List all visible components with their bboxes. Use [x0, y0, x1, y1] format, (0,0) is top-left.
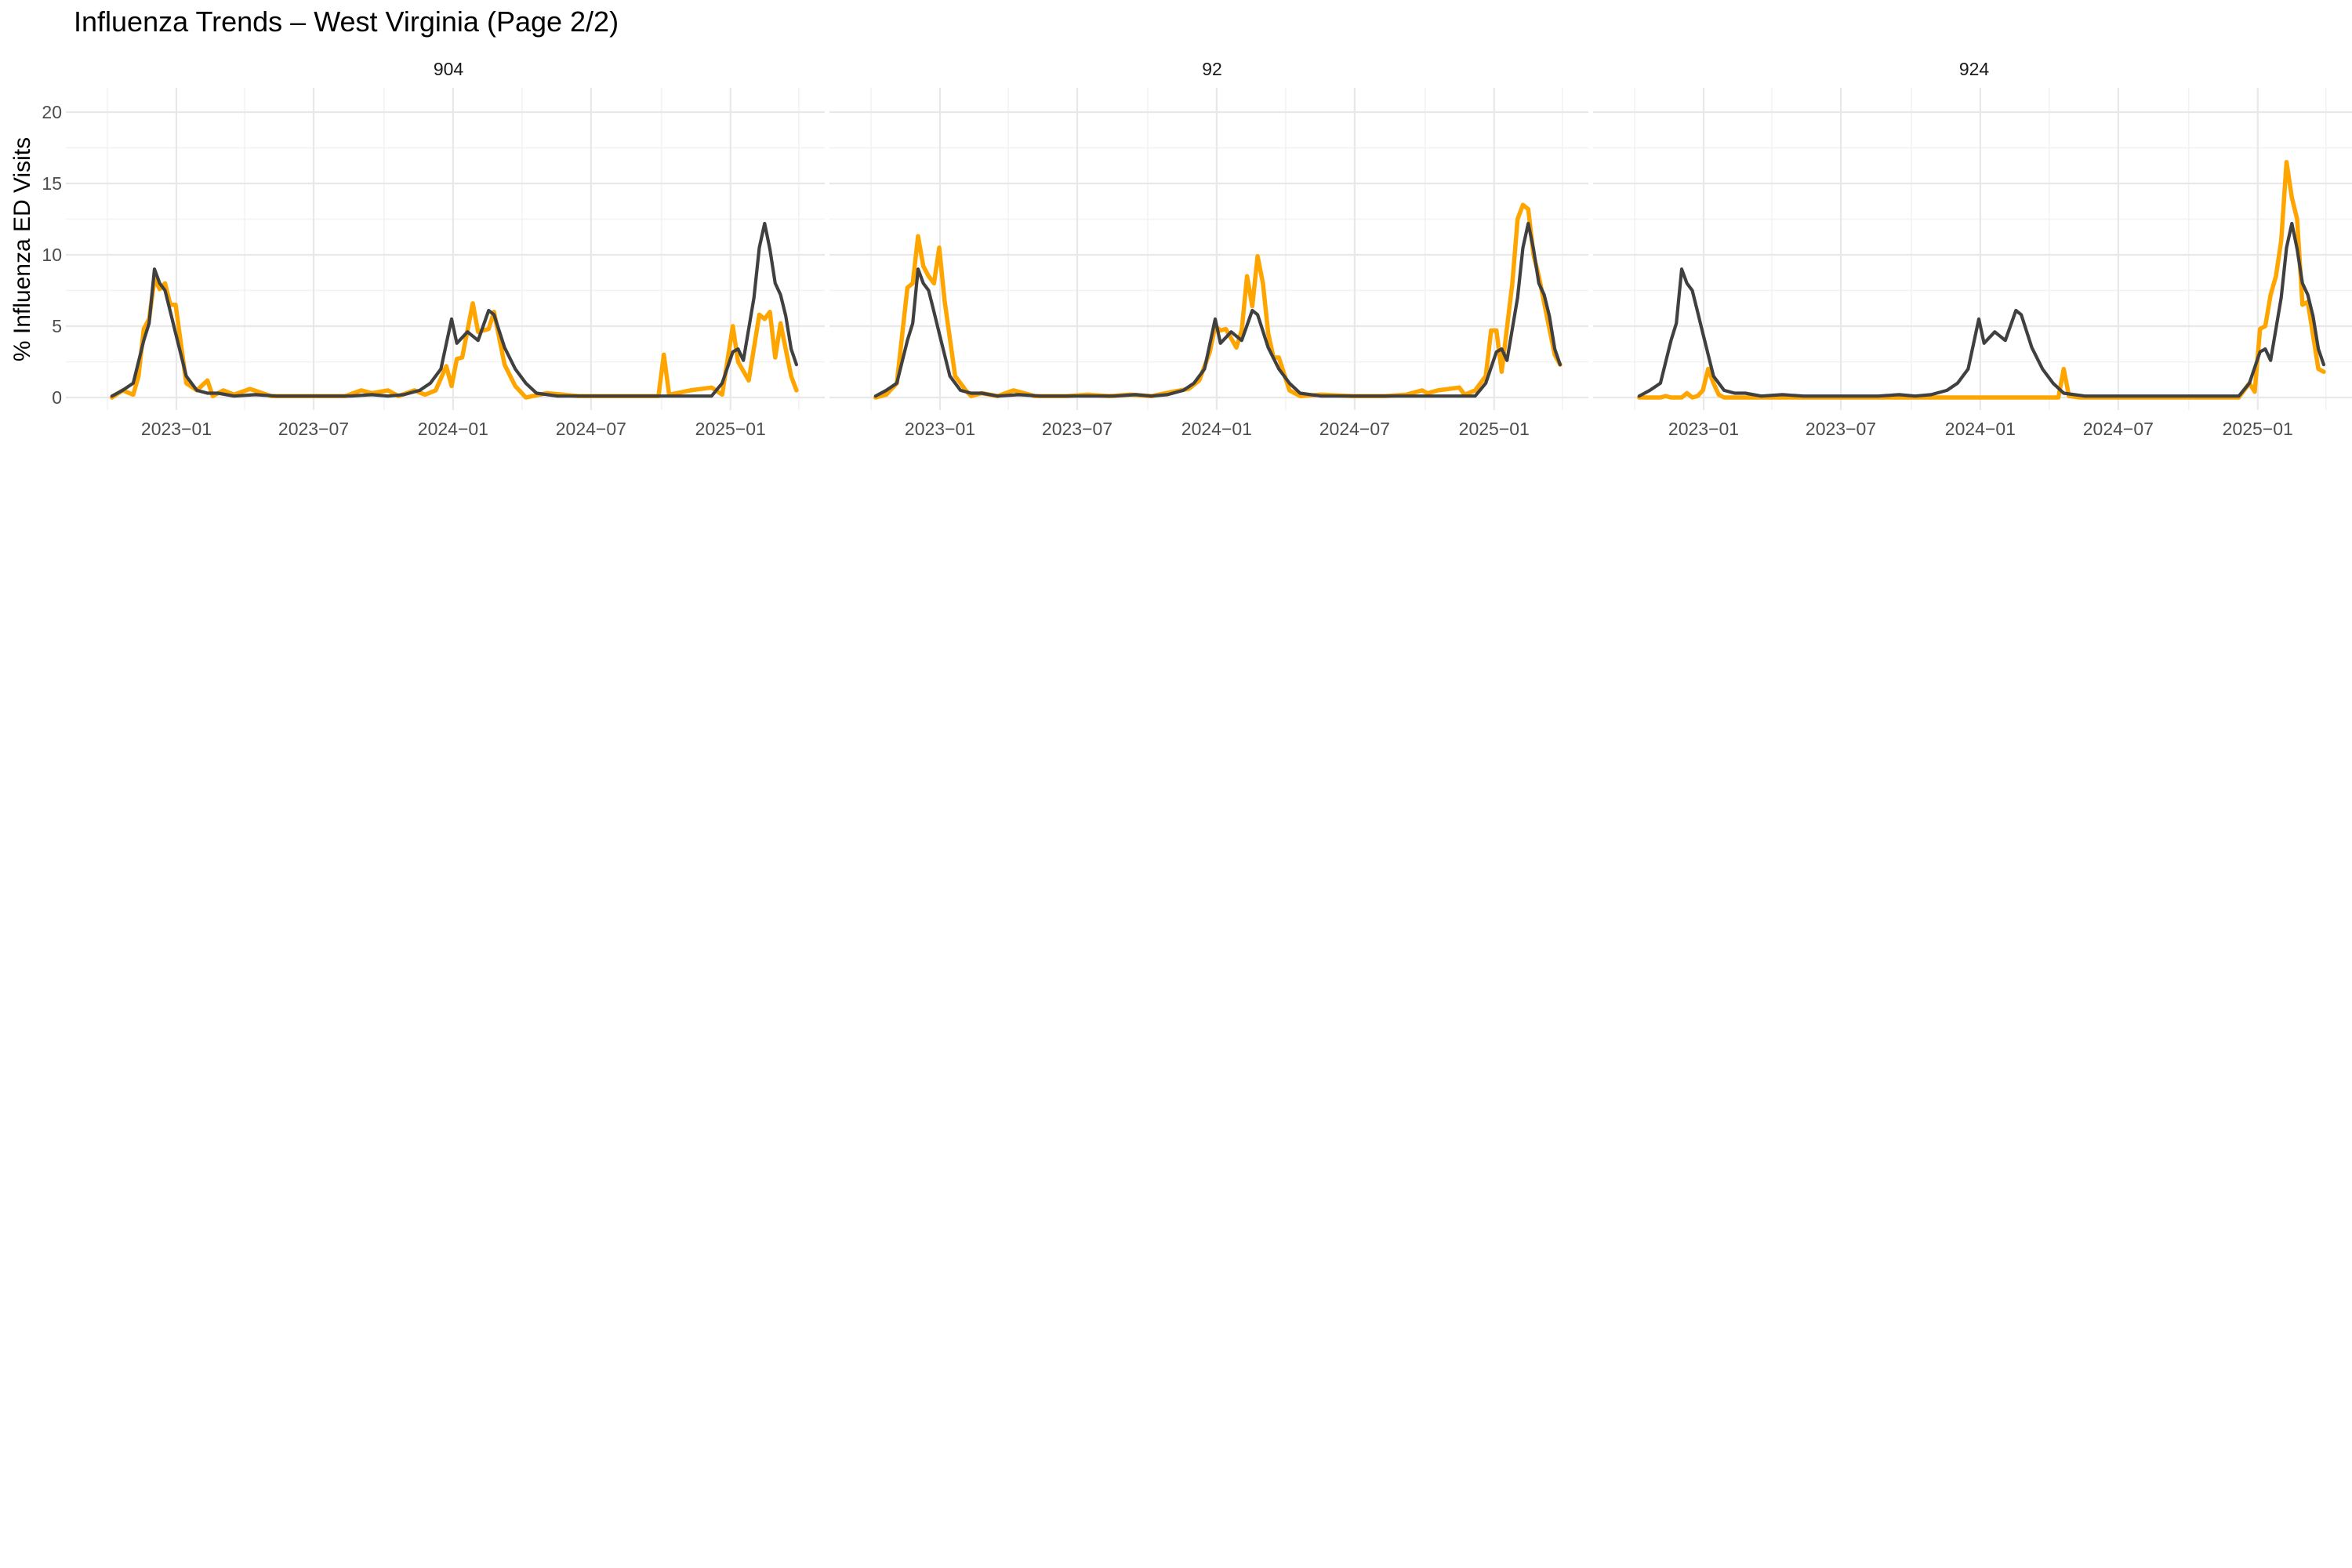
y-tick-label: 5 — [52, 316, 62, 336]
series-line-state — [1637, 221, 2325, 398]
series-line-local — [110, 277, 799, 400]
y-tick-label: 20 — [42, 102, 62, 122]
x-tick-label: 2023−01 — [905, 419, 975, 439]
chart-title: Influenza Trends – West Virginia (Page 2… — [74, 5, 619, 38]
y-tick-label: 10 — [42, 245, 62, 265]
x-tick-label: 2024−07 — [1319, 419, 1390, 439]
facet-904: 2023−01 2023−07 2024−01 2024−07 2025−01 0 5 10 1… — [42, 59, 825, 439]
x-tick-label: 2025−01 — [2223, 419, 2293, 439]
facet-strip-label: 904 — [434, 59, 464, 79]
x-tick-label: 2025−01 — [695, 419, 766, 439]
series-line-local — [1637, 159, 2326, 400]
x-tick-label: 2024−07 — [2083, 419, 2154, 439]
facet-92: 2023−01 2023−07 2024−01 2024−07 2025−01 92 — [829, 59, 1588, 439]
y-tick-label: 15 — [42, 173, 62, 194]
x-tick-label: 2023−07 — [278, 419, 349, 439]
facet-panels: 2023−01 2023−07 2024−01 2024−07 2025−01 0 5 10 1… — [42, 59, 2352, 439]
x-tick-label: 2025−01 — [1459, 419, 1530, 439]
x-tick-label: 2024−01 — [418, 419, 488, 439]
series-line-state — [873, 221, 1563, 398]
series-line-state — [110, 221, 799, 398]
y-tick-label: 0 — [52, 387, 62, 408]
x-tick-label: 2023−07 — [1806, 419, 1876, 439]
facet-924: 2023−01 2023−07 2024−01 2024−07 2025−01 924 — [1593, 59, 2352, 439]
x-tick-label: 2023−01 — [1668, 419, 1739, 439]
facet-strip-label: 92 — [1202, 59, 1222, 79]
y-axis-label: % Influenza ED Visits — [9, 137, 35, 361]
x-tick-label: 2024−01 — [1181, 419, 1252, 439]
x-tick-label: 2024−07 — [556, 419, 626, 439]
x-tick-label: 2024−01 — [1945, 419, 2016, 439]
x-tick-label: 2023−01 — [141, 419, 212, 439]
facet-strip-label: 924 — [1959, 59, 1990, 79]
x-tick-label: 2023−07 — [1042, 419, 1112, 439]
series-line-local — [873, 202, 1563, 400]
